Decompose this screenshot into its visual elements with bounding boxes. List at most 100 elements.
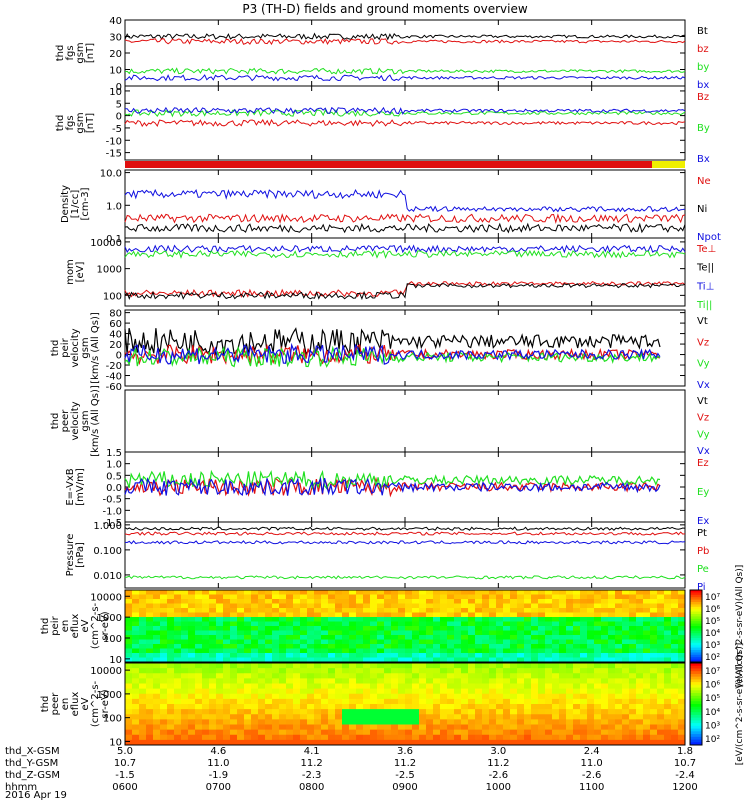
legend-entry: Ex <box>697 516 709 527</box>
spectrogram-cell <box>559 739 567 746</box>
spectrogram-cell <box>503 594 511 600</box>
spectrogram-cell <box>216 678 224 684</box>
spectrogram-cell <box>146 603 154 609</box>
spectrogram-cell <box>636 644 644 649</box>
spectrogram-cell <box>349 714 357 720</box>
spectrogram-cell <box>657 734 665 741</box>
spectrogram-cell <box>538 644 546 649</box>
spectrogram-cell <box>237 663 245 669</box>
spectrogram-cell <box>608 612 616 618</box>
spectrogram-cell <box>650 653 658 658</box>
spectrogram-cell <box>125 724 133 731</box>
spectrogram-cell <box>475 719 483 725</box>
series-Vx-trace <box>124 342 661 365</box>
spectrogram-cell <box>531 704 539 710</box>
spectrogram-cell <box>265 608 273 613</box>
spectrogram-cell <box>258 688 266 695</box>
spectrogram-cell <box>384 729 392 736</box>
spectrogram-cell <box>174 630 182 636</box>
spectrogram-cell <box>377 603 385 609</box>
spectrogram-cell <box>153 688 161 695</box>
spectrogram-cell <box>671 590 679 595</box>
spectrogram-cell <box>503 668 511 674</box>
spectrogram-cell <box>251 630 259 636</box>
spectrogram-cell <box>405 621 413 627</box>
spectrogram-cell <box>545 719 553 725</box>
spectrogram-cell <box>335 639 343 645</box>
spectrogram-cell <box>216 668 224 674</box>
spectrogram-cell <box>160 729 168 736</box>
spectrogram-cell <box>223 734 231 741</box>
spectrogram-cell <box>202 678 210 684</box>
spectrogram-cell <box>636 621 644 627</box>
spectrogram-cell <box>370 704 378 710</box>
spectrogram-cell <box>209 630 217 636</box>
spectrogram-cell <box>146 668 154 674</box>
spectrogram-cell <box>202 635 210 640</box>
spectrogram-cell <box>489 698 497 705</box>
spectrogram-cell <box>552 630 560 636</box>
y-axis-label-line: peir <box>50 615 61 635</box>
spectrogram-cell <box>426 657 434 663</box>
spectrogram-cell <box>146 612 154 618</box>
spectrogram-cell <box>230 698 238 705</box>
spectrogram-cell <box>230 621 238 627</box>
spectrogram-cell <box>384 594 392 600</box>
spectrogram-cell <box>286 724 294 731</box>
spectrogram-cell <box>545 739 553 746</box>
y-tick-label: -20 <box>106 361 122 372</box>
spectrogram-cell <box>244 653 252 658</box>
spectrogram-cell <box>356 612 364 618</box>
colorbar-cell <box>690 652 702 656</box>
spectrogram-cell <box>272 621 280 627</box>
spectrogram-cell <box>538 693 546 700</box>
colorbar-label: [eV/(cm^2-s-sr-eV)(All Qs)] <box>735 565 745 688</box>
spectrogram-cell <box>356 668 364 674</box>
spectrogram-cell <box>167 657 175 663</box>
spectrogram-cell <box>531 734 539 741</box>
spectrogram-cell <box>293 719 301 725</box>
spectrogram-cell <box>160 630 168 636</box>
spectrogram-cell <box>664 704 672 710</box>
spectrogram-cell <box>328 683 336 690</box>
spectrogram-cell <box>496 683 504 690</box>
spectrogram-cell <box>237 709 245 715</box>
spectrogram-cell <box>384 590 392 595</box>
spectrogram-cell <box>167 599 175 604</box>
spectrogram-cell <box>258 704 266 710</box>
spectrogram-cell <box>188 639 196 645</box>
spectrogram-cell <box>209 693 217 700</box>
spectrogram-cell <box>363 693 371 700</box>
spectrogram-cell <box>664 648 672 654</box>
spectrogram-cell <box>538 678 546 684</box>
spectrogram-cell <box>258 648 266 654</box>
spectrogram-cell <box>664 594 672 600</box>
spectrogram-cell <box>559 693 567 700</box>
colorbar-cell <box>690 614 702 617</box>
spectrogram-cell <box>251 594 259 600</box>
spectrogram-cell <box>601 630 609 636</box>
spectrogram-cell <box>573 608 581 613</box>
y-axis-label-line: thd <box>50 413 61 430</box>
spectrogram-cell <box>419 626 427 631</box>
spectrogram-cell <box>251 653 259 658</box>
spectrogram-cell <box>125 653 133 658</box>
spectrogram-cell <box>552 621 560 627</box>
spectrogram-cell <box>531 719 539 725</box>
spectrogram-cell <box>174 635 182 640</box>
spectrogram-cell <box>510 698 518 705</box>
spectrogram-cell <box>566 639 574 645</box>
spectrogram-cell <box>468 714 476 720</box>
spectrogram-cell <box>146 714 154 720</box>
spectrogram-cell <box>153 608 161 613</box>
spectrogram-cell <box>552 729 560 736</box>
spectrogram-cell <box>195 626 203 631</box>
y-axis-label-line: E=-VxB <box>65 468 76 505</box>
spectrogram-cell <box>258 626 266 631</box>
spectrogram-cell <box>622 714 630 720</box>
spectrogram-cell <box>265 663 273 669</box>
spectrogram-cell <box>440 729 448 736</box>
spectrogram-cell <box>608 594 616 600</box>
spectrogram-cell <box>468 668 476 674</box>
spectrogram-cell <box>545 673 553 679</box>
